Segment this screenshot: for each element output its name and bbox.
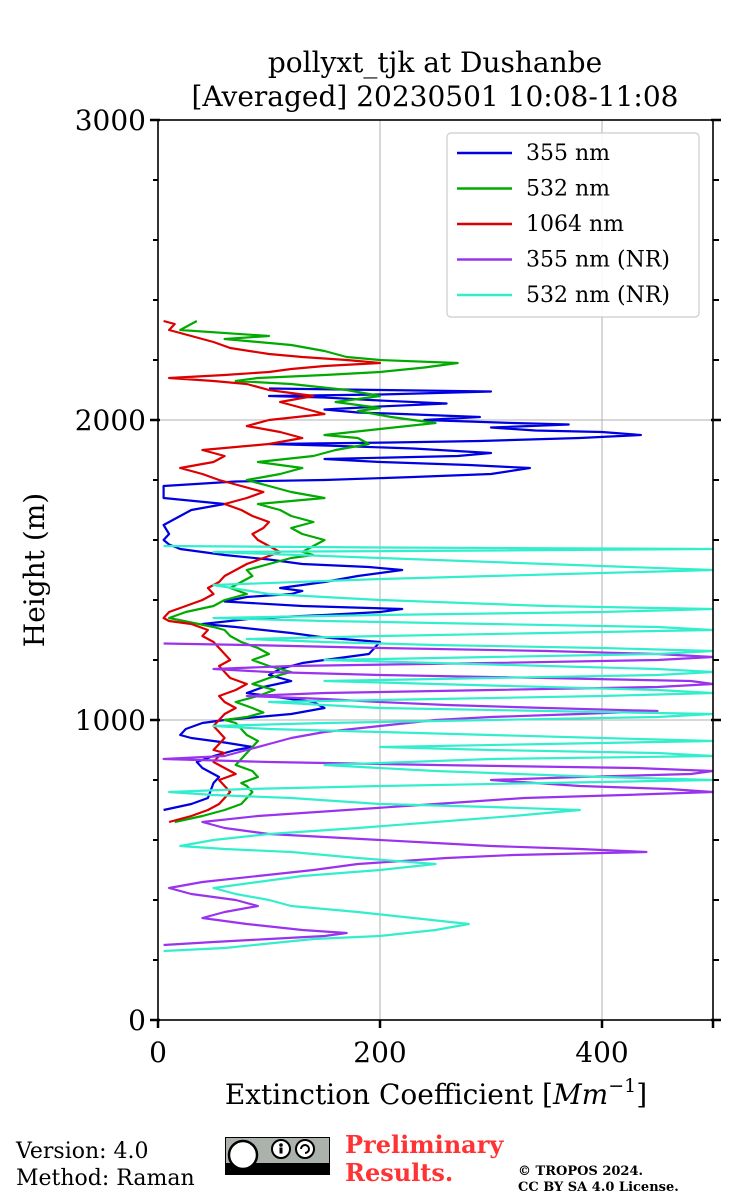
x-axis-label-close: ] xyxy=(636,1078,647,1111)
chart-subtitle: [Averaged] 20230501 10:08-11:08 xyxy=(192,80,679,113)
legend-items: 355 nm 532 nm 1064 nm 355 nm (NR) 532 nm (NR… xyxy=(457,141,670,308)
axis-ticks xyxy=(150,118,721,1028)
y-axis-label: Height (m) xyxy=(18,493,51,647)
series-line-3 xyxy=(162,642,713,947)
series-layer xyxy=(162,319,713,953)
series-line-4 xyxy=(163,544,713,953)
copyright-line1: © TROPOS 2024. xyxy=(518,1164,644,1179)
preliminary-notice-line2: Results. xyxy=(345,1158,454,1187)
x-axis-label-exp: −1 xyxy=(608,1075,636,1097)
method-text: Method: Raman xyxy=(16,1166,195,1191)
x-tick-label: 0 xyxy=(149,1036,167,1069)
legend-label: 1064 nm xyxy=(526,212,624,237)
copyright-line2: CC BY SA 4.0 License. xyxy=(518,1180,679,1195)
y-tick-label: 2000 xyxy=(75,404,146,437)
y-tick-label: 3000 xyxy=(75,104,146,137)
preliminary-notice-line1: Preliminary xyxy=(345,1130,504,1159)
legend-label: 532 nm xyxy=(526,177,610,202)
y-tick-label: 0 xyxy=(128,1004,146,1037)
plot-frame xyxy=(157,119,714,1021)
legend: 355 nm 532 nm 1064 nm 355 nm (NR) 532 nm (NR… xyxy=(446,132,700,318)
x-axis-label-main: Extinction Coefficient [ xyxy=(225,1078,553,1111)
series-line-1 xyxy=(168,320,459,824)
y-tick-label: 1000 xyxy=(75,704,146,737)
series-line-2 xyxy=(162,319,382,824)
legend-label: 532 nm (NR) xyxy=(526,283,670,308)
extinction-chart: pollyxt_tjk at Dushanbe [Averaged] 20230… xyxy=(18,46,721,1111)
axis-tick-labels: 0 1000 2000 3000 0 200 400 xyxy=(75,104,629,1069)
version-text: Version: 4.0 xyxy=(16,1139,149,1164)
legend-label: 355 nm xyxy=(526,141,610,166)
x-axis-label-unit: Mm xyxy=(552,1078,608,1111)
x-axis-label: Extinction Coefficient [Mm−1] xyxy=(225,1075,647,1111)
cc-by-sa-license-logo xyxy=(225,1137,330,1175)
chart-title: pollyxt_tjk at Dushanbe xyxy=(268,46,602,79)
x-tick-label: 400 xyxy=(575,1036,628,1069)
legend-label: 355 nm (NR) xyxy=(526,248,670,273)
x-tick-label: 200 xyxy=(353,1036,406,1069)
legend-box xyxy=(446,132,700,318)
